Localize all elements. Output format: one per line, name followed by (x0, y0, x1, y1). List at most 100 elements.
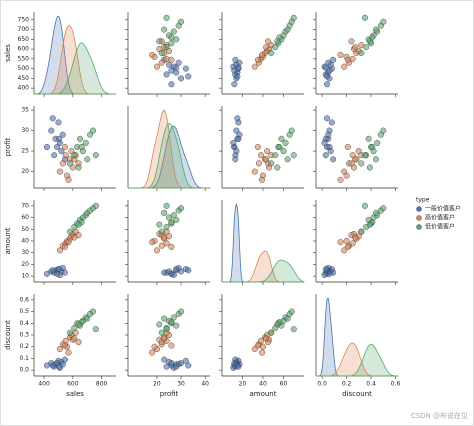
y-tick-label: 0.1 (19, 355, 29, 362)
point (170, 28, 177, 35)
point (328, 119, 335, 126)
y-axis-label: amount (4, 227, 12, 254)
point (232, 56, 239, 63)
y-tick-label: 500 (18, 65, 30, 72)
point (282, 139, 289, 146)
point (272, 44, 279, 51)
x-tick-label: 0.0 (317, 381, 327, 388)
point (348, 160, 355, 167)
point (276, 143, 283, 150)
point (153, 247, 160, 254)
point (380, 18, 387, 25)
point (254, 56, 261, 63)
point (280, 148, 287, 155)
point (165, 214, 172, 221)
point (257, 337, 264, 344)
point (324, 115, 331, 122)
x-axis-label: sales (66, 390, 84, 398)
point (284, 156, 291, 163)
y-axis-label: profit (4, 137, 12, 156)
y-tick-label: 35 (21, 107, 29, 114)
point (341, 247, 348, 254)
point (185, 73, 192, 80)
point (235, 363, 242, 370)
point (263, 335, 270, 342)
y-tick-label: 30 (21, 249, 29, 256)
point (232, 156, 239, 163)
point (61, 356, 68, 363)
y-tick-label: 450 (18, 75, 30, 82)
y-tick-label: 0.2 (19, 343, 29, 350)
point (178, 75, 185, 82)
point (178, 18, 185, 25)
point (361, 14, 368, 21)
point (325, 59, 332, 66)
x-tick-label: 600 (67, 381, 79, 388)
y-tick-label: 20 (21, 168, 29, 175)
point (358, 228, 365, 235)
point (344, 56, 351, 63)
point (163, 223, 170, 230)
point (56, 346, 63, 353)
y-tick-label: 40 (21, 238, 29, 245)
point (168, 34, 175, 41)
point (288, 127, 295, 134)
point (324, 73, 331, 80)
y-tick-label: 0.0 (19, 367, 29, 374)
x-tick-label: 30 (177, 381, 185, 388)
point (87, 131, 94, 138)
legend-label: 低价值客户 (425, 223, 455, 231)
point (161, 269, 168, 276)
point (149, 51, 156, 58)
point (158, 329, 165, 336)
x-tick-label: 20 (153, 381, 161, 388)
point (268, 329, 275, 336)
point (231, 67, 238, 74)
point (182, 357, 189, 364)
point (163, 326, 170, 333)
point (173, 266, 180, 273)
point (372, 209, 379, 216)
point (272, 152, 279, 159)
point (163, 14, 170, 21)
point (330, 156, 337, 163)
y-tick-label: 0.5 (19, 308, 29, 315)
point (257, 152, 264, 159)
point (268, 50, 275, 57)
legend-marker (416, 215, 422, 221)
point (56, 135, 63, 142)
point (358, 50, 365, 57)
y-axis-label: discount (4, 320, 12, 350)
point (231, 143, 238, 150)
point (254, 143, 261, 150)
point (156, 38, 163, 45)
point (274, 321, 281, 328)
point (233, 127, 240, 134)
legend-label: 高价值客户 (425, 214, 455, 222)
point (185, 267, 192, 274)
point (170, 314, 177, 321)
point (168, 40, 175, 47)
point (168, 270, 175, 277)
point (344, 243, 351, 250)
point (163, 71, 170, 78)
point (324, 81, 331, 88)
point (260, 343, 267, 350)
point (161, 356, 168, 363)
y-tick-label: 0.3 (19, 332, 29, 339)
point (322, 135, 329, 142)
point (231, 360, 238, 367)
point (158, 50, 165, 57)
point (149, 239, 156, 246)
y-tick-label: 30 (21, 127, 29, 134)
point (75, 221, 82, 228)
point (78, 143, 85, 150)
point (380, 205, 387, 212)
point (92, 152, 99, 159)
x-tick-label: 0.6 (391, 381, 401, 388)
point (173, 363, 180, 370)
point (366, 164, 373, 171)
kde (316, 343, 399, 377)
point (49, 267, 56, 274)
point (337, 239, 344, 246)
